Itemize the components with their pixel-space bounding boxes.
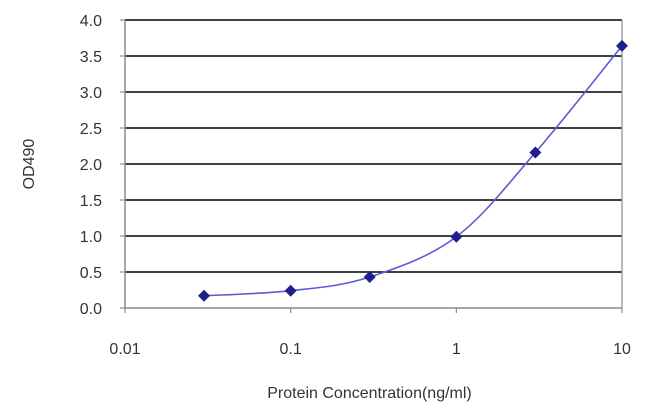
y-tick-label: 1.5 (80, 193, 102, 210)
data-point (363, 271, 376, 284)
data-point (529, 146, 542, 159)
x-tick-label: 0.01 (109, 341, 140, 358)
y-tick-label: 3.0 (80, 85, 102, 102)
data-point (616, 39, 628, 52)
grid-lines (125, 19, 623, 308)
y-axis-label: OD490 (21, 139, 38, 190)
y-tick-label: 3.5 (80, 49, 102, 66)
x-axis-label: Protein Concentration(ng/ml) (267, 385, 472, 402)
x-tick-label: 10 (613, 341, 631, 358)
y-tick-label: 2.0 (80, 157, 102, 174)
y-tick-label: 4.0 (80, 13, 102, 30)
data-point (284, 284, 297, 297)
x-tick-label: 0.1 (280, 341, 302, 358)
x-tick-label: 1 (452, 341, 461, 358)
data-point (198, 289, 211, 302)
y-tick-label: 1.0 (80, 229, 102, 246)
y-tick-label: 2.5 (80, 121, 102, 138)
data-point (450, 230, 463, 243)
y-tick-label: 0.5 (80, 265, 102, 282)
x-axis-ticks: 0.01 0.1 1 10 (109, 308, 631, 358)
y-tick-label: 0.0 (80, 301, 102, 318)
series-line (203, 45, 623, 297)
data-series (198, 39, 628, 302)
y-axis-ticks: 0.0 0.5 1.0 1.5 2.0 2.5 3.0 3.5 4.0 (80, 13, 125, 318)
